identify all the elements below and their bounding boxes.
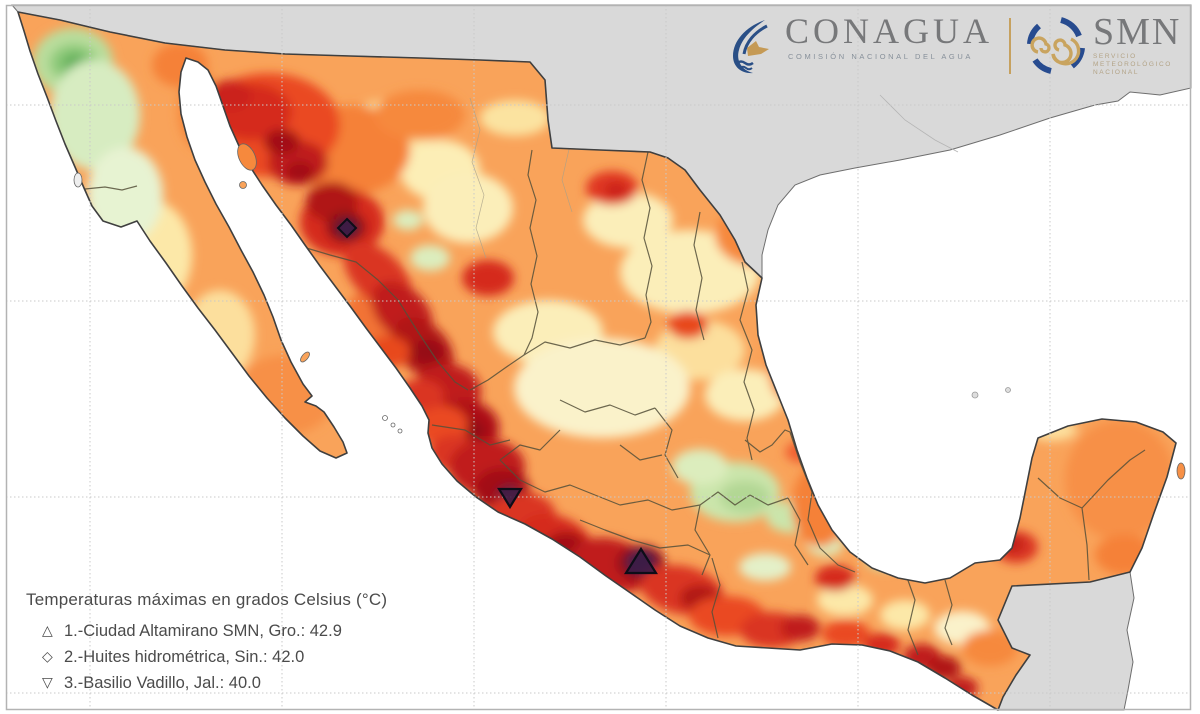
station-marker-triangle-up-ciudad-altamirano: [624, 546, 658, 575]
legend-items: △ 1.-Ciudad Altamirano SMN, Gro.: 42.9 ◇…: [42, 618, 387, 696]
temperature-field: [33, 28, 1175, 699]
smn-wordmark: SMN: [1093, 11, 1182, 53]
legend-item-label: 3.-Basilio Vadillo, Jal.: 40.0: [64, 673, 261, 692]
legend-item: ▽ 3.-Basilio Vadillo, Jal.: 40.0: [42, 670, 387, 696]
station-marker-triangle-down-basilio-vadillo: [497, 487, 523, 510]
mexico-landmass: [17, 11, 1177, 711]
header-brand: CONAGUA COMISIÓN NACIONAL DEL AGUA SMN S…: [727, 12, 1192, 86]
map-frame: [5, 4, 1192, 711]
conagua-logo-icon: [733, 20, 769, 74]
graticule: [6, 5, 1191, 710]
diamond-icon: ◇: [42, 649, 53, 665]
smn-subtitle-line: METEOROLÓGICO: [1093, 61, 1172, 68]
state-borders: [84, 149, 1146, 656]
legend: Temperaturas máximas en grados Celsius (…: [26, 590, 387, 696]
smn-logo-icon: [1027, 17, 1085, 74]
station-marker-diamond-huites: [336, 217, 358, 239]
brand-separator: [1009, 18, 1011, 74]
triangle-up-icon: △: [42, 623, 53, 639]
triangle-down-icon: ▽: [42, 675, 53, 691]
legend-item-label: 2.-Huites hidrométrica, Sin.: 42.0: [64, 647, 305, 666]
smn-subtitle-line: SERVICIO: [1093, 53, 1137, 60]
legend-item: △ 1.-Ciudad Altamirano SMN, Gro.: 42.9: [42, 618, 387, 644]
legend-item-label: 1.-Ciudad Altamirano SMN, Gro.: 42.9: [64, 621, 342, 640]
legend-item: ◇ 2.-Huites hidrométrica, Sin.: 42.0: [42, 644, 387, 670]
mexico-outline: [17, 11, 1177, 711]
islands: [73, 143, 1186, 480]
central-america-land: [997, 571, 1135, 711]
smn-subtitle-line: NACIONAL: [1093, 69, 1140, 76]
conagua-wordmark: CONAGUA: [785, 11, 993, 51]
station-markers: [336, 217, 658, 575]
conagua-subtitle: COMISIÓN NACIONAL DEL AGUA: [788, 52, 973, 61]
us-river: [879, 94, 959, 153]
legend-title: Temperaturas máximas en grados Celsius (…: [26, 590, 388, 609]
